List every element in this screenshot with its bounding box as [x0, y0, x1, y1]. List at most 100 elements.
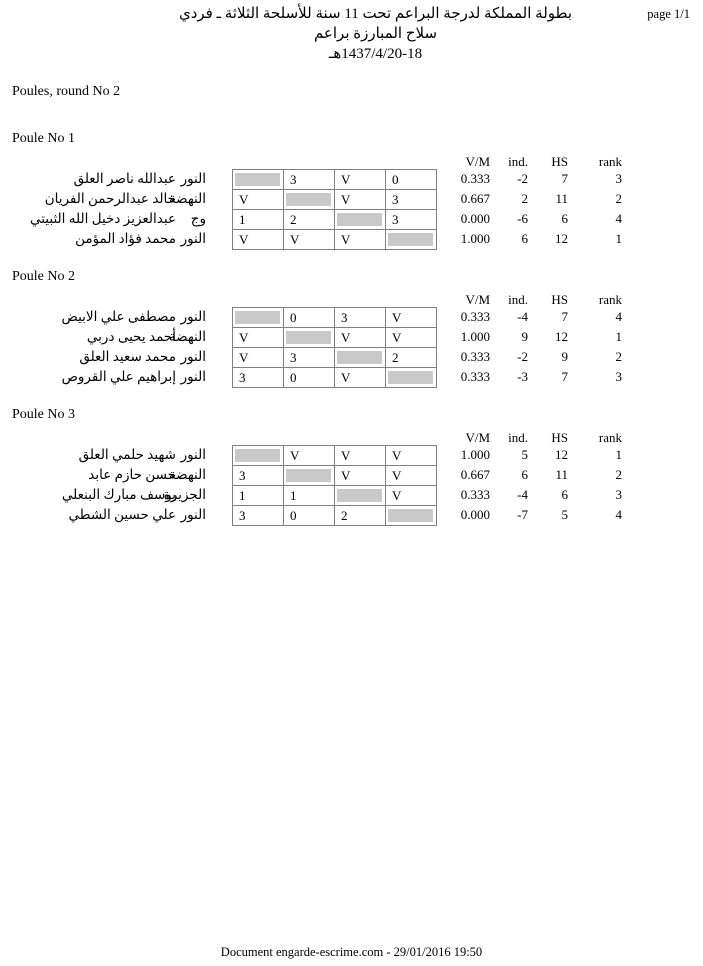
stat-vm: 0.667	[460, 467, 490, 482]
fencer-club: النور	[180, 231, 206, 246]
diagonal-cell	[283, 465, 335, 486]
stat-hs: 12	[555, 447, 568, 462]
diagonal-cell	[232, 307, 284, 328]
fencer-name: شهيد حلمي العلق	[78, 447, 176, 462]
stat-rank: 3	[615, 487, 623, 502]
column-header-hs: HS	[551, 154, 568, 169]
fencer-club: النور	[180, 309, 206, 324]
stat-hs: 7	[561, 369, 569, 384]
diagonal-cell	[385, 505, 437, 526]
stat-rank: 3	[615, 369, 623, 384]
diagonal-block	[388, 371, 433, 384]
diagonal-block	[286, 469, 331, 482]
stat-hs: 11	[555, 467, 568, 482]
diagonal-cell	[283, 327, 335, 348]
round-title: Poules, round No 2	[12, 84, 121, 99]
stat-ind: -4	[517, 487, 528, 502]
fencer-club: النهضة	[168, 467, 206, 482]
stat-ind: 6	[521, 231, 529, 246]
fencer-name: أحمد يحيى دربي	[86, 329, 176, 344]
stat-vm: 0.333	[460, 171, 490, 186]
poule-title: Poule No 3	[12, 407, 75, 422]
fencer-club: وج	[190, 211, 206, 226]
stats-header: V/M ind. HS rank	[0, 291, 703, 307]
stat-rank: 1	[615, 231, 623, 246]
fencer-row: علي حسين الشطي النور 0.000 -7 5 4	[0, 505, 703, 525]
diagonal-block	[235, 173, 280, 186]
fencer-row: شهيد حلمي العلق النور 1.000 5 12 1	[0, 445, 703, 465]
stat-hs: 6	[561, 487, 569, 502]
fencer-row: يوسف مبارك البنعلي الجزيرة 0.333 -4 6 3	[0, 485, 703, 505]
stat-vm: 1.000	[460, 329, 490, 344]
stat-ind: -7	[517, 507, 528, 522]
document-footer: Document engarde-escrime.com - 29/01/201…	[220, 945, 483, 959]
poule-title: Poule No 2	[12, 269, 75, 284]
stat-rank: 4	[615, 507, 623, 522]
tournament-title-line-3: 1437/4/20-18هـ	[328, 46, 423, 62]
fencer-club: الجزيرة	[163, 487, 206, 502]
stat-ind: -2	[517, 171, 528, 186]
stat-hs: 12	[555, 329, 568, 344]
fencer-row: مصطفى علي الابيض النور 0.333 -4 7 4	[0, 307, 703, 327]
stat-ind: -2	[517, 349, 528, 364]
score-cell: V	[283, 229, 335, 250]
stat-rank: 2	[615, 349, 623, 364]
fencer-row: إبراهيم علي القروص النور 0.333 -3 7 3	[0, 367, 703, 387]
fencer-name: علي حسين الشطي	[68, 507, 177, 522]
stat-rank: 4	[615, 309, 623, 324]
fencer-name: مصطفى علي الابيض	[61, 309, 176, 324]
stat-rank: 4	[615, 211, 623, 226]
fencer-name: محمد سعيد العلق	[79, 349, 176, 364]
column-header-vm: V/M	[465, 292, 490, 307]
fencer-club: النور	[180, 349, 206, 364]
column-header-rank: rank	[598, 292, 622, 307]
poule-section: Poule No 1 V/M ind. HS rank 3 V 0 V V 3 1 2 3 V V V عبدال…	[0, 131, 703, 269]
diagonal-cell	[334, 485, 386, 506]
column-header-vm: V/M	[465, 430, 490, 445]
fencer-club: النور	[180, 447, 206, 462]
stat-ind: -6	[517, 211, 528, 226]
fencer-row: عبدالعزيز دخيل الله الثبيتي وج 0.000 -6 6 4	[0, 209, 703, 229]
column-header-ind: ind.	[508, 292, 528, 307]
fencer-name: عبدالله ناصر العلق	[73, 171, 176, 186]
fencer-row: عبدالله ناصر العلق النور 0.333 -2 7 3	[0, 169, 703, 189]
stat-hs: 7	[561, 171, 569, 186]
column-header-ind: ind.	[508, 154, 528, 169]
stat-hs: 11	[555, 191, 568, 206]
stat-ind: 6	[521, 467, 529, 482]
fencer-row: محمد سعيد العلق النور 0.333 -2 9 2	[0, 347, 703, 367]
column-header-vm: V/M	[465, 154, 490, 169]
fencer-club: النهضة	[168, 329, 206, 344]
column-header-rank: rank	[598, 154, 622, 169]
stat-ind: 9	[521, 329, 529, 344]
fencer-name: عبدالعزيز دخيل الله الثبيتي	[29, 211, 176, 226]
diagonal-block	[388, 233, 433, 246]
stat-hs: 6	[561, 211, 569, 226]
diagonal-cell	[232, 169, 284, 190]
fencer-row: حسن حازم عابد النهضة 0.667 6 11 2	[0, 465, 703, 485]
diagonal-block	[337, 489, 382, 502]
fencer-club: النور	[180, 369, 206, 384]
fencer-club: النور	[180, 171, 206, 186]
poule-section: Poule No 2 V/M ind. HS rank 0 3 V V V V V 3 2 3 0 V مصطفى…	[0, 269, 703, 407]
fencer-name: خالد عبدالرحمن الفريان	[44, 191, 176, 206]
stat-rank: 2	[615, 191, 623, 206]
diagonal-block	[388, 509, 433, 522]
tournament-title-line-1: بطولة المملكة لدرجة البراعم تحت 11 سنة ل…	[178, 6, 572, 22]
stat-vm: 0.000	[460, 211, 490, 226]
diagonal-cell	[385, 229, 437, 250]
tournament-title-block: بطولة المملكة لدرجة البراعم تحت 11 سنة ل…	[24, 4, 703, 64]
score-cell: V	[334, 229, 386, 250]
stat-hs: 5	[561, 507, 569, 522]
stat-vm: 0.333	[460, 309, 490, 324]
stat-ind: -3	[517, 369, 528, 384]
score-cell: V	[232, 229, 284, 250]
page-number: page 1/1	[647, 7, 690, 21]
